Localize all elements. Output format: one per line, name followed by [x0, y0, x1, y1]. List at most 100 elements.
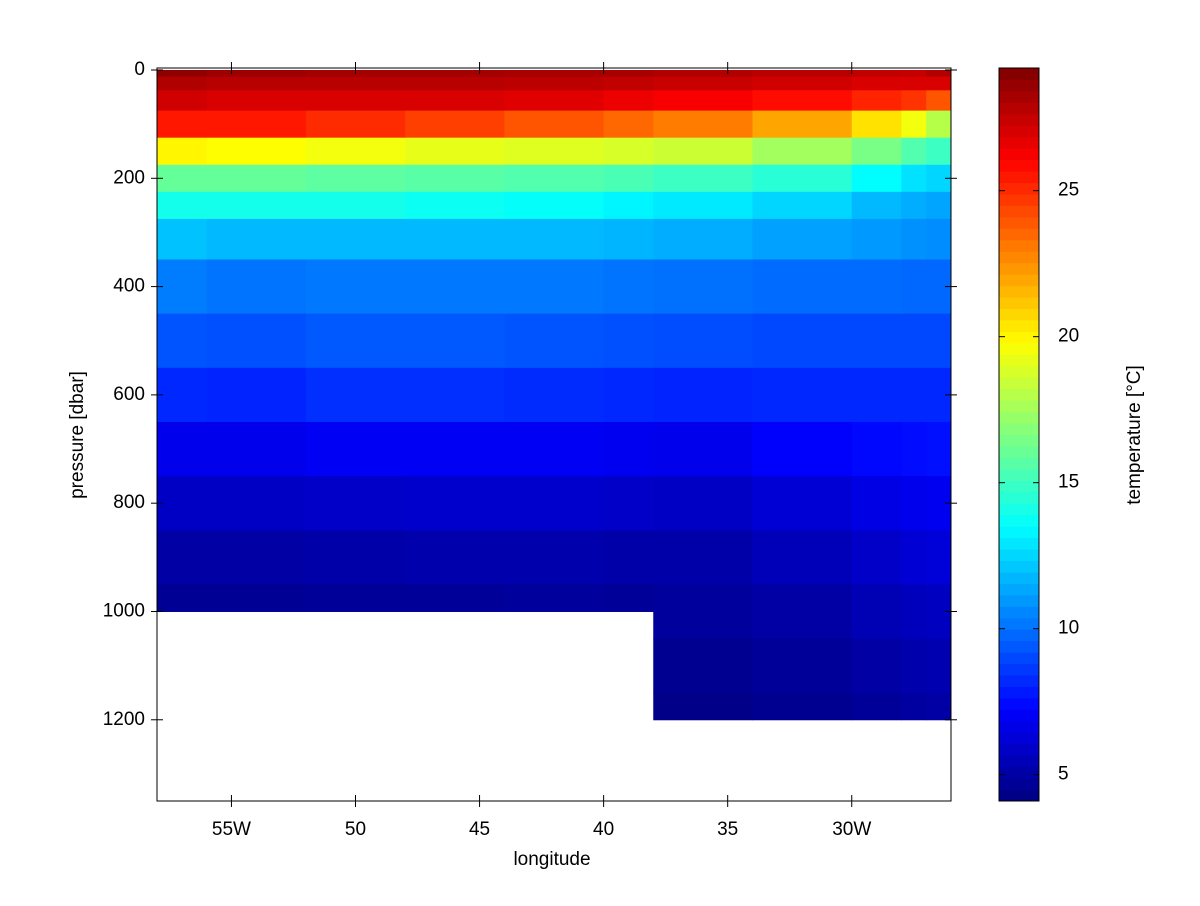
temperature-cell [405, 218, 505, 261]
colorbar-step [999, 331, 1039, 344]
temperature-cell [305, 191, 406, 220]
temperature-cell [157, 137, 208, 166]
colorbar-step [999, 79, 1039, 92]
temperature-cell [851, 421, 902, 477]
temperature-cell [504, 584, 605, 612]
colorbar-label: temperature [°C] [1124, 365, 1145, 505]
temperature-cell [305, 313, 406, 369]
temperature-cell [603, 70, 654, 78]
colorbar-step [999, 503, 1039, 516]
colorbar-step [999, 434, 1039, 447]
colorbar-step [999, 308, 1039, 321]
temperature-cell [157, 110, 208, 139]
colorbar-step [999, 583, 1039, 596]
temperature-cell [305, 110, 406, 139]
temperature-cell [504, 313, 605, 369]
colorbar-step [999, 400, 1039, 413]
temperature-cell [752, 313, 853, 369]
temperature-cell [901, 476, 927, 531]
temperature-cell [752, 164, 853, 193]
temperature-cell [305, 476, 406, 531]
temperature-cell [504, 191, 605, 220]
temperature-cell [405, 137, 505, 166]
colorbar-step [999, 491, 1039, 504]
temperature-cell [901, 421, 927, 477]
temperature-cell [926, 692, 952, 721]
temperature-cell [901, 638, 927, 694]
temperature-cell [752, 367, 853, 423]
y-tick-label: 800 [113, 492, 145, 513]
colorbar-step [999, 136, 1039, 149]
temperature-cell [206, 70, 307, 78]
colorbar-step [999, 342, 1039, 355]
colorbar-step [999, 182, 1039, 195]
temperature-cell [603, 164, 654, 193]
colorbar-step [999, 675, 1039, 687]
temperature-cell [926, 191, 952, 220]
temperature-cell [752, 218, 853, 261]
temperature-cell [851, 367, 902, 423]
temperature-cell [851, 70, 902, 78]
temperature-cell [603, 76, 654, 91]
temperature-cell [851, 530, 902, 585]
temperature-cell [603, 110, 654, 139]
colorbar-step [999, 480, 1039, 493]
colorbar-step [999, 365, 1039, 378]
temperature-cell [752, 530, 853, 585]
temperature-cell [926, 218, 952, 261]
x-tick-label: 30W [832, 819, 871, 840]
temperature-cell [752, 90, 853, 112]
temperature-cell [901, 367, 927, 423]
colorbar-step [999, 709, 1039, 722]
temperature-cell [405, 259, 505, 315]
colorbar-step [999, 171, 1039, 184]
temperature-cell [926, 421, 952, 477]
temperature-cell [901, 137, 927, 166]
temperature-cell [206, 110, 307, 139]
temperature-cell [926, 76, 952, 91]
colorbar-step [999, 388, 1039, 401]
colorbar-step [999, 125, 1039, 138]
temperature-cell [305, 421, 406, 477]
temperature-cell [504, 90, 605, 112]
colorbar-step [999, 423, 1039, 435]
temperature-cell [157, 90, 208, 112]
colorbar-step [999, 571, 1039, 584]
x-tick-label: 40 [593, 819, 614, 840]
colorbar-step [999, 228, 1039, 241]
temperature-cell [851, 164, 902, 193]
temperature-cell [206, 137, 307, 166]
temperature-cell [653, 584, 753, 640]
colorbar-tick-label: 5 [1058, 764, 1069, 785]
temperature-cell [653, 421, 753, 477]
temperature-cell [206, 476, 307, 531]
colorbar-step [999, 251, 1039, 264]
colorbar-step [999, 205, 1039, 218]
temperature-cell [603, 191, 654, 220]
temperature-cell [157, 218, 208, 261]
colorbar-step [999, 445, 1039, 458]
colorbar-step [999, 743, 1039, 756]
temperature-cell [653, 137, 753, 166]
temperature-cell [405, 90, 505, 112]
temperature-cell [504, 76, 605, 91]
axes-box [156, 67, 952, 802]
y-tick-label: 200 [113, 167, 145, 188]
temperature-cell [752, 70, 853, 78]
y-tick-label: 600 [113, 384, 145, 405]
temperature-cell [653, 638, 753, 694]
colorbar-step [999, 537, 1039, 550]
colorbar-step [999, 766, 1039, 779]
temperature-cell [504, 530, 605, 585]
temperature-cell [405, 110, 505, 139]
temperature-cell [851, 110, 902, 139]
temperature-cell [901, 218, 927, 261]
temperature-cell [305, 164, 406, 193]
temperature-cell [157, 259, 208, 315]
colorbar-step [999, 686, 1039, 699]
y-tick-label: 400 [113, 276, 145, 297]
colorbar-step [999, 549, 1039, 561]
temperature-cell [157, 70, 208, 78]
temperature-cell [752, 191, 853, 220]
